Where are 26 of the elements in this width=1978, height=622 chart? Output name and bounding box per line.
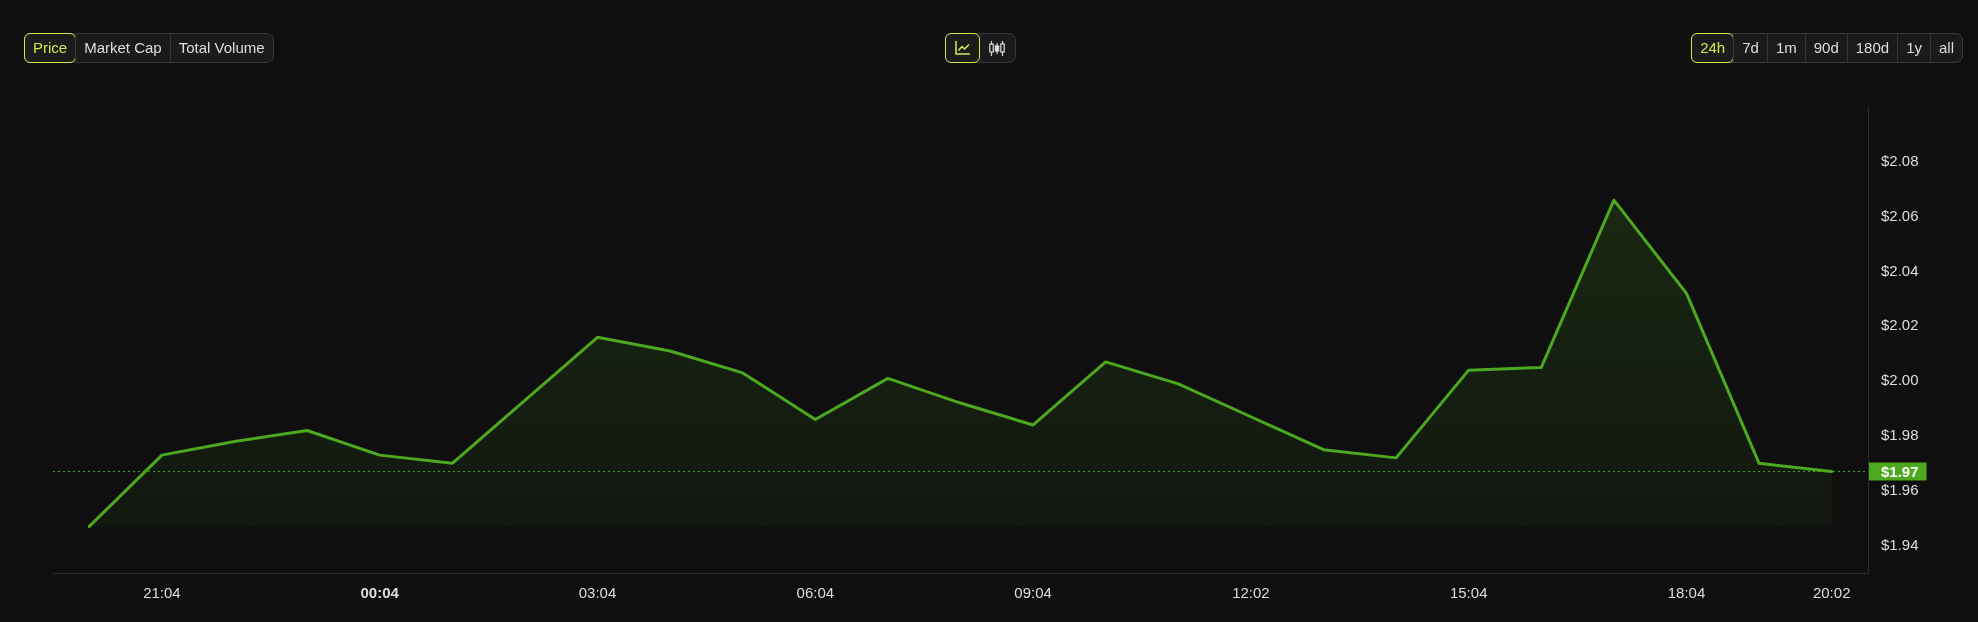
y-tick-label: $2.08 <box>1881 151 1919 169</box>
y-tick-label: $1.94 <box>1881 535 1919 553</box>
button: Total Volume <box>169 34 273 62</box>
x-tick-label: 12:02 <box>1232 584 1270 602</box>
y-tick-label: $1.96 <box>1881 480 1919 498</box>
button: 1m <box>1766 34 1805 62</box>
x-tick-label: 09:04 <box>1014 584 1052 602</box>
button: all <box>1930 34 1962 62</box>
button: Market Cap <box>75 34 170 62</box>
button: 7d <box>1733 34 1767 62</box>
button: 180d <box>1846 34 1898 62</box>
y-tick-label: $2.00 <box>1881 371 1919 389</box>
button: 90d <box>1804 34 1847 62</box>
y-tick-label: $2.06 <box>1881 206 1919 224</box>
x-tick-label: 06:04 <box>796 584 835 602</box>
x-tick-label: 18:04 <box>1667 584 1706 602</box>
y-tick-label: $2.04 <box>1881 261 1919 279</box>
x-tick-label: 00:04 <box>360 584 400 602</box>
button: 1y <box>1897 34 1930 62</box>
x-tick-label: 03:04 <box>578 584 617 602</box>
x-tick-label: 21:04 <box>143 584 181 602</box>
y-tick-label: $1.98 <box>1881 426 1919 444</box>
y-tick-label: $2.02 <box>1881 316 1919 334</box>
x-tick-label: 20:02 <box>1812 584 1851 602</box>
ref-line-label: $1.97 <box>1881 462 1919 480</box>
x-tick-label: 15:04 <box>1449 584 1488 602</box>
